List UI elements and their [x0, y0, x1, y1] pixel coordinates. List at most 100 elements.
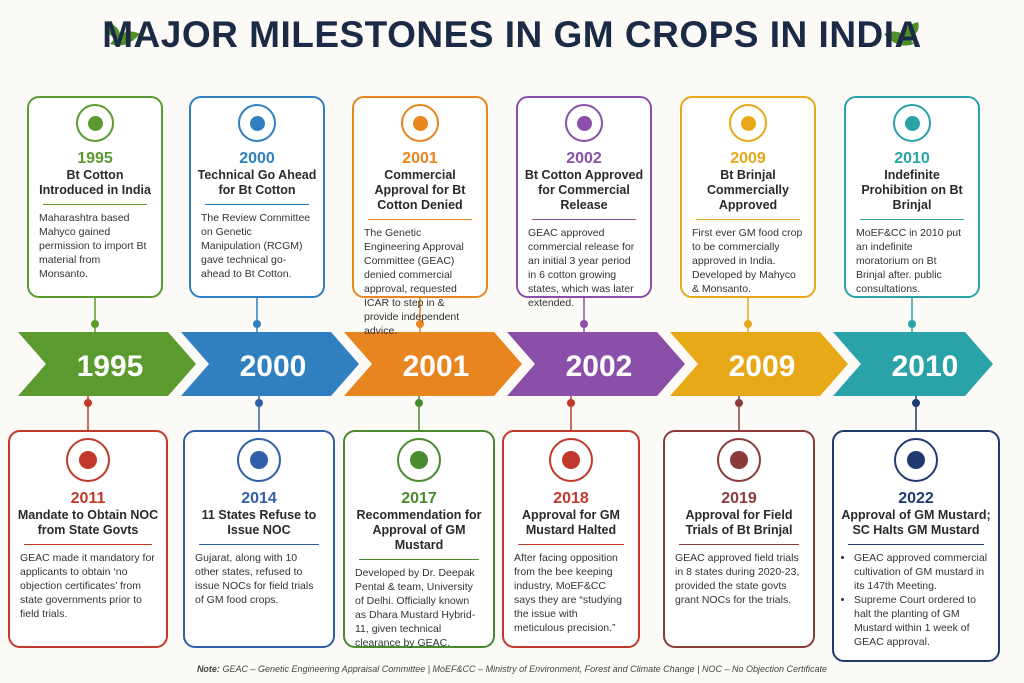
card-body: Gujarat, along with 10 other states, ref…: [195, 552, 314, 606]
icon: [237, 438, 281, 482]
connector-dot: [91, 320, 99, 328]
icon-glyph: [410, 451, 428, 469]
card-heading: Mandate to Obtain NOC from State Govts: [17, 508, 159, 537]
icon-glyph: [576, 115, 592, 131]
card-year: 2009: [730, 150, 766, 167]
card-body: MoEF&CC in 2010 put an indefinite morato…: [856, 227, 962, 295]
card-heading: Approval for GM Mustard Halted: [522, 508, 620, 537]
connector-dot: [567, 399, 575, 407]
card: 2000 Technical Go Ahead for Bt Cotton The …: [189, 96, 325, 298]
card-body: Developed by Dr. Deepak Pental & team, U…: [355, 567, 476, 649]
card: 2018 Approval for GM Mustard Halted After …: [502, 430, 640, 648]
divider: [368, 219, 472, 220]
timeline-year: 2000: [240, 350, 307, 383]
note: Note: GEAC – Genetic Engineering Apprais…: [0, 664, 1024, 674]
divider: [518, 544, 624, 545]
timeline-year: 2009: [729, 350, 796, 383]
card-year: 2010: [894, 150, 930, 167]
divider: [696, 219, 800, 220]
connector-dot: [84, 399, 92, 407]
card-year: 2001: [402, 150, 438, 167]
card-year: 2019: [721, 490, 757, 507]
connector-dot: [253, 320, 261, 328]
card-year: 1995: [77, 150, 113, 167]
card-year: 2022: [898, 490, 934, 507]
card-body: GEAC approved commercial cultivation of …: [834, 551, 998, 649]
divider: [205, 204, 309, 205]
timeline-arrow: [181, 332, 359, 396]
connector-dot: [908, 320, 916, 328]
card-year: 2014: [241, 490, 277, 507]
connector-dot: [580, 320, 588, 328]
connector-dot: [416, 320, 424, 328]
icon: [729, 104, 767, 142]
card: 2011 Mandate to Obtain NOC from State Gov…: [8, 430, 168, 648]
card-body: First ever GM food crop to be commercial…: [692, 227, 803, 295]
divider: [860, 219, 964, 220]
icon: [401, 104, 439, 142]
icon-glyph: [87, 115, 103, 131]
card: 2022 Approval of GM Mustard; SC Halts GM …: [832, 430, 1000, 662]
timeline-year: 2010: [892, 350, 959, 383]
card-heading: Recommendation for Approval of GM Mustar…: [356, 508, 482, 552]
icon: [397, 438, 441, 482]
card-body: GEAC approved field trials in 8 states d…: [675, 552, 800, 606]
card-heading: Commercial Approval for Bt Cotton Denied: [374, 168, 466, 212]
icon-glyph: [249, 115, 265, 131]
card-body: GEAC approved commercial release for an …: [528, 227, 635, 309]
card-year: 2018: [553, 490, 589, 507]
divider: [532, 219, 636, 220]
timeline-arrow: [833, 332, 993, 396]
icon: [893, 104, 931, 142]
timeline-year: 1995: [77, 350, 144, 383]
card-body: GEAC made it mandatory for applicants to…: [20, 552, 155, 620]
icon: [894, 438, 938, 482]
bullet: Supreme Court ordered to halt the planti…: [854, 593, 988, 649]
icon-glyph: [740, 115, 756, 131]
card-heading: Bt Cotton Approved for Commercial Releas…: [524, 168, 644, 212]
card: 2001 Commercial Approval for Bt Cotton De…: [352, 96, 488, 337]
icon-glyph: [562, 451, 580, 469]
title: MAJOR MILESTONES IN GM CROPS IN INDIA: [102, 14, 922, 55]
note-text: GEAC – Genetic Engineering Appraisal Com…: [222, 664, 828, 674]
card: 2002 Bt Cotton Approved for Commercial Re…: [516, 96, 652, 309]
leaf-right: [884, 22, 919, 46]
connector-dot: [912, 399, 920, 407]
divider: [848, 544, 984, 545]
icon: [238, 104, 276, 142]
card: 2017 Recommendation for Approval of GM Mu…: [343, 430, 495, 649]
connector-dot: [255, 399, 263, 407]
card-body: The Review Committee on Genetic Manipula…: [201, 212, 311, 280]
icon-glyph: [79, 451, 97, 469]
card-year: 2000: [239, 150, 275, 167]
divider: [43, 204, 147, 205]
card: 2009 Bt Brinjal Commercially Approved Firs…: [680, 96, 816, 298]
connector-dot: [735, 399, 743, 407]
card-heading: Indefinite Prohibition on Bt Brinjal: [861, 168, 963, 212]
connector-dot: [415, 399, 423, 407]
timeline-arrow: [18, 332, 196, 396]
icon-glyph: [907, 451, 925, 469]
card-heading: Bt Cotton Introduced in India: [39, 168, 151, 197]
divider: [199, 544, 319, 545]
icon-glyph: [412, 115, 428, 131]
timeline-arrow: [344, 332, 522, 396]
card-body: After facing opposition from the bee kee…: [514, 552, 622, 634]
card-year: 2017: [401, 490, 437, 507]
card-body: Maharashtra based Mahyco gained permissi…: [39, 212, 147, 280]
icon: [717, 438, 761, 482]
card: 2019 Approval for Field Trials of Bt Brin…: [663, 430, 815, 648]
card-year: 2011: [70, 490, 106, 507]
card-heading: Approval of GM Mustard; SC Halts GM Must…: [841, 508, 991, 537]
timeline-arrow: [670, 332, 848, 396]
icon: [549, 438, 593, 482]
timeline-arrow: [507, 332, 685, 396]
icon: [76, 104, 114, 142]
bullet: GEAC approved commercial cultivation of …: [854, 551, 988, 593]
connector-dot: [744, 320, 752, 328]
card-heading: 11 States Refuse to Issue NOC: [201, 508, 317, 537]
card-heading: Technical Go Ahead for Bt Cotton: [197, 168, 317, 197]
divider: [24, 544, 152, 545]
